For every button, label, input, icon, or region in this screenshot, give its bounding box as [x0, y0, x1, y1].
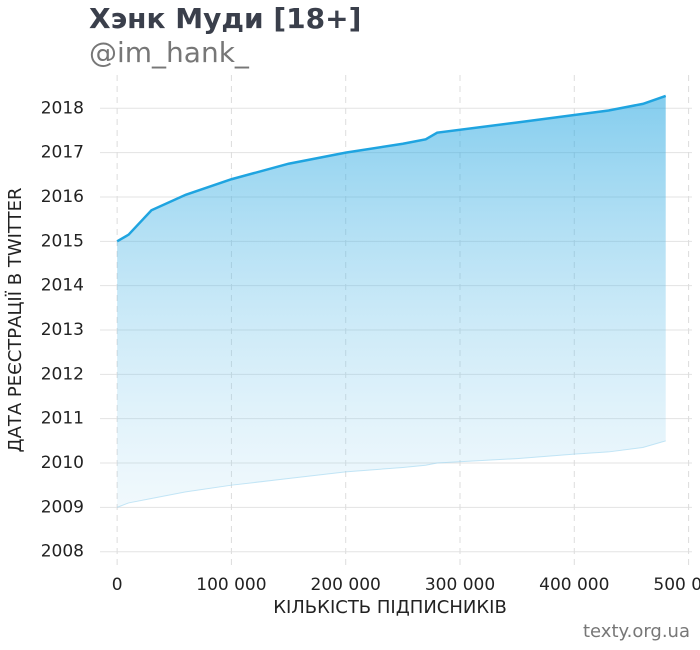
chart-subtitle: @im_hank_	[89, 36, 250, 69]
y-tick-label: 2010	[41, 453, 84, 473]
source: texty.org.ua	[583, 621, 690, 642]
point-cloud	[117, 95, 666, 508]
x-tick-label: 400 000	[539, 575, 609, 595]
x-axis-label: КІЛЬКІСТЬ ПІДПИСНИКІВ	[273, 597, 507, 618]
x-tick-label: 300 000	[425, 575, 495, 595]
y-tick-label: 2013	[41, 320, 84, 340]
cloud-edge	[116, 440, 666, 508]
y-axis-label: ДАТА РЕЄСТРАЦІЇ В TWITTER	[5, 188, 26, 453]
x-tick-label: 500 000	[653, 575, 700, 595]
y-tick-label: 2012	[41, 364, 84, 384]
x-tick-label: 200 000	[311, 575, 381, 595]
y-tick-label: 2018	[41, 98, 84, 118]
y-tick-label: 2011	[41, 409, 84, 429]
cloud-edge	[116, 94, 667, 243]
y-tick-label: 2009	[41, 497, 84, 517]
chart-title: Хэнк Муди [18+]	[89, 2, 361, 35]
y-tick-label: 2014	[41, 276, 84, 296]
x-tick-label: 100 000	[196, 575, 266, 595]
y-tick-label: 2008	[41, 542, 84, 562]
y-tick-label: 2015	[41, 231, 84, 251]
y-tick-label: 2017	[41, 143, 84, 163]
y-tick-label: 2016	[41, 187, 84, 207]
x-tick-label: 0	[112, 575, 123, 595]
